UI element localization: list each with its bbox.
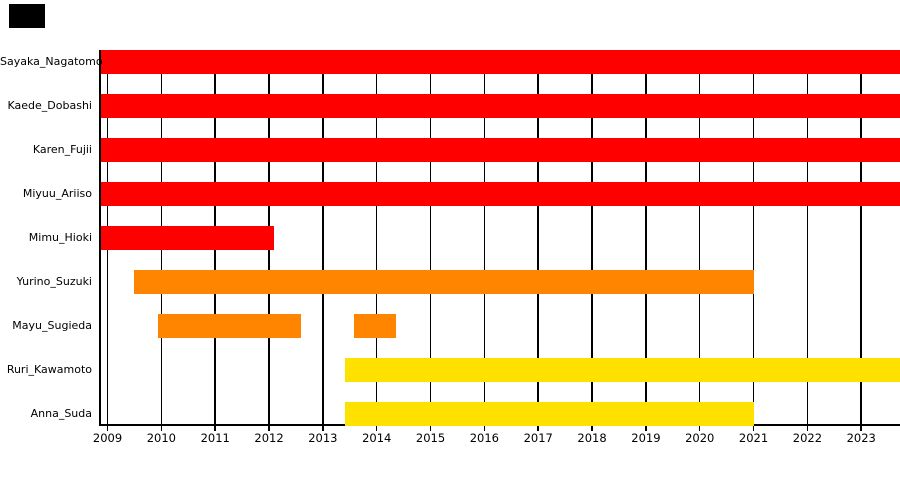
year-gridline bbox=[752, 50, 755, 425]
x-tick-label: 2020 bbox=[685, 431, 715, 445]
x-axis-tick bbox=[483, 426, 486, 431]
x-tick-label: 2010 bbox=[146, 431, 176, 445]
timeline-bar bbox=[100, 93, 900, 118]
x-axis-tick bbox=[698, 426, 701, 431]
black-square-marker bbox=[9, 4, 45, 28]
x-tick-label: 2023 bbox=[846, 431, 876, 445]
row-label: Miyuu_Ariiso bbox=[22, 186, 92, 200]
x-tick-label: 2009 bbox=[92, 431, 123, 445]
row-label: Mayu_Sugieda bbox=[12, 318, 92, 332]
row-label: Anna_Suda bbox=[30, 406, 92, 420]
row-label: Kaede_Dobashi bbox=[7, 98, 92, 112]
timeline-bar bbox=[100, 137, 900, 162]
x-axis-tick bbox=[591, 426, 593, 431]
x-tick-label: 2017 bbox=[523, 431, 553, 445]
x-tick-label: 2021 bbox=[738, 431, 769, 445]
row-label: Sayaka_Nagatomo bbox=[0, 54, 103, 68]
row-label: Ruri_Kawamoto bbox=[6, 362, 92, 376]
x-axis-tick bbox=[806, 426, 809, 431]
x-axis-tick bbox=[375, 426, 378, 431]
year-gridline bbox=[806, 50, 809, 425]
timeline-bar bbox=[100, 225, 275, 250]
year-gridline bbox=[483, 50, 486, 425]
year-gridline bbox=[645, 50, 647, 425]
x-tick-label: 2014 bbox=[362, 431, 392, 445]
x-tick-label: 2012 bbox=[254, 431, 284, 445]
x-axis-tick bbox=[268, 426, 270, 431]
x-axis-tick bbox=[752, 426, 755, 431]
x-tick-label: 2013 bbox=[308, 431, 338, 445]
timeline-bar bbox=[157, 313, 302, 338]
x-axis-tick bbox=[160, 426, 163, 431]
x-axis-tick bbox=[214, 426, 216, 431]
timeline-bar bbox=[134, 269, 754, 294]
year-gridline bbox=[429, 50, 432, 425]
row-label: Karen_Fujii bbox=[32, 142, 92, 156]
x-tick-label: 2022 bbox=[792, 431, 823, 445]
timeline-bar bbox=[344, 401, 754, 426]
x-axis-tick bbox=[537, 426, 539, 431]
x-axis-tick bbox=[106, 426, 109, 431]
x-axis-tick bbox=[429, 426, 432, 431]
row-label: Mimu_Hioki bbox=[28, 230, 92, 244]
timeline-bar bbox=[100, 181, 900, 206]
year-gridline bbox=[537, 50, 539, 425]
x-axis-tick bbox=[322, 426, 324, 431]
timeline-bar bbox=[344, 357, 900, 382]
x-tick-label: 2016 bbox=[469, 431, 500, 445]
timeline-bar bbox=[100, 49, 900, 74]
y-axis-line bbox=[99, 50, 101, 426]
x-tick-label: 2011 bbox=[200, 431, 230, 445]
year-gridline bbox=[322, 50, 324, 425]
year-gridline bbox=[375, 50, 378, 425]
year-gridline bbox=[591, 50, 593, 425]
year-gridline bbox=[698, 50, 701, 425]
x-tick-label: 2019 bbox=[631, 431, 661, 445]
x-tick-label: 2018 bbox=[577, 431, 607, 445]
timeline-bar bbox=[353, 313, 396, 338]
x-axis-tick bbox=[645, 426, 647, 431]
x-tick-label: 2015 bbox=[415, 431, 446, 445]
year-gridline bbox=[860, 50, 862, 425]
x-axis-tick bbox=[860, 426, 862, 431]
row-label: Yurino_Suzuki bbox=[16, 274, 92, 288]
